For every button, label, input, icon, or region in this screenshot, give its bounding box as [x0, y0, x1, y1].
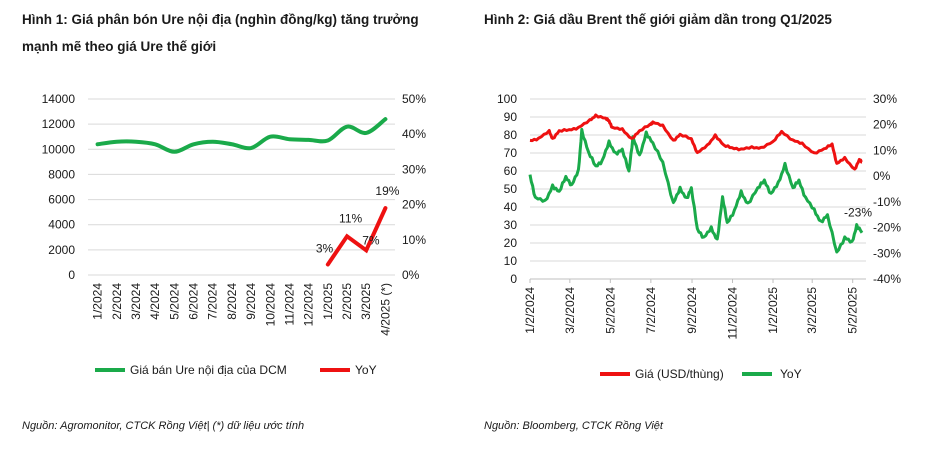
x-tick-label: 3/2024 — [129, 283, 143, 320]
y-left-tick-label: 60 — [504, 164, 518, 178]
legend-label-dcm-price: Giá bán Ure nội địa của DCM — [130, 363, 287, 377]
y-right-tick-label: 50% — [402, 92, 426, 106]
x-tick-label: 11/2/2024 — [726, 287, 740, 340]
y-right-tick-label: 0% — [402, 268, 420, 282]
y-left-tick-label: 100 — [497, 92, 517, 106]
x-tick-label: 7/2/2024 — [644, 287, 658, 334]
y-left-tick-label: 8000 — [48, 167, 75, 181]
x-tick-label: 7/2024 — [206, 283, 220, 320]
chart1-source: Nguồn: Agromonitor, CTCK Rồng Việt| (*) … — [22, 420, 305, 432]
chart2-source: Nguồn: Bloomberg, CTCK Rồng Việt — [484, 420, 663, 432]
y-left-tick-label: 4000 — [48, 218, 75, 232]
y-right-tick-label: 0% — [873, 169, 891, 183]
y-right-tick-label: -40% — [873, 272, 901, 286]
data-label-yoy: 19% — [375, 184, 399, 198]
y-left-tick-label: 12000 — [42, 117, 76, 131]
x-tick-label: 9/2024 — [244, 283, 258, 320]
y-left-tick-label: 10000 — [42, 142, 76, 156]
x-tick-label: 1/2025 — [321, 283, 335, 320]
data-label-yoy-last: -23% — [844, 206, 872, 220]
series-line-yoy — [528, 127, 864, 254]
x-tick-label: 3/2/2024 — [563, 287, 577, 334]
y-right-tick-label: -30% — [873, 246, 901, 260]
y-left-tick-label: 80 — [504, 128, 518, 142]
x-tick-label: 9/2/2024 — [685, 287, 699, 334]
x-tick-label: 5/2024 — [167, 283, 181, 320]
y-right-tick-label: 40% — [402, 127, 426, 141]
y-right-tick-label: 20% — [402, 198, 426, 212]
x-tick-label: 5/2/2025 — [846, 287, 860, 334]
y-left-tick-label: 20 — [504, 236, 518, 250]
data-label-yoy: 7% — [362, 233, 380, 247]
y-left-tick-label: 30 — [504, 218, 518, 232]
legend-label-brent-price: Giá (USD/thùng) — [635, 367, 724, 381]
x-tick-label: 4/2024 — [148, 283, 162, 320]
x-tick-label: 4/2025 (*) — [378, 283, 392, 336]
y-left-tick-label: 14000 — [42, 92, 76, 106]
series-line-brent-price — [529, 113, 863, 171]
chart1-title: Hình 1: Giá phân bón Ure nội địa (nghìn … — [22, 12, 419, 54]
x-tick-label: 8/2024 — [225, 283, 239, 320]
x-tick-label: 5/2/2024 — [603, 287, 617, 334]
x-tick-label: 2/2025 — [340, 283, 354, 320]
y-left-tick-label: 0 — [510, 272, 517, 286]
data-label-yoy: 11% — [339, 211, 362, 225]
y-right-tick-label: 20% — [873, 118, 897, 132]
x-tick-label: 3/2/2025 — [805, 287, 819, 334]
y-left-tick-label: 70 — [504, 146, 518, 160]
y-left-tick-label: 10 — [504, 254, 518, 268]
x-tick-label: 2/2024 — [110, 283, 124, 320]
chart2-title: Hình 2: Giá dầu Brent thế giới giảm dần … — [484, 12, 832, 27]
legend-label-yoy: YoY — [780, 367, 802, 381]
y-left-tick-label: 50 — [504, 182, 518, 196]
y-right-tick-label: 10% — [402, 233, 426, 247]
x-tick-label: 6/2024 — [187, 283, 201, 320]
x-tick-label: 11/2024 — [282, 283, 296, 326]
y-left-tick-label: 0 — [68, 268, 75, 282]
y-left-tick-label: 6000 — [48, 193, 75, 207]
y-right-tick-label: 30% — [402, 162, 426, 176]
y-right-tick-label: 10% — [873, 143, 897, 157]
x-tick-label: 10/2024 — [263, 283, 277, 327]
series-line-yoy — [325, 206, 388, 267]
x-tick-label: 1/2/2025 — [766, 287, 780, 334]
y-left-tick-label: 90 — [504, 110, 518, 124]
legend-label-yoy: YoY — [355, 363, 377, 377]
series-line-dcm-price — [95, 117, 388, 154]
y-right-tick-label: -10% — [873, 195, 901, 209]
x-tick-label: 1/2/2024 — [523, 287, 537, 334]
data-label-yoy: 3% — [316, 241, 334, 255]
y-left-tick-label: 40 — [504, 200, 518, 214]
x-tick-label: 1/2024 — [91, 283, 105, 320]
x-tick-label: 12/2024 — [302, 283, 316, 327]
x-tick-label: 3/2025 — [359, 283, 373, 320]
y-right-tick-label: 30% — [873, 92, 897, 106]
y-left-tick-label: 2000 — [48, 243, 75, 257]
y-right-tick-label: -20% — [873, 221, 901, 235]
